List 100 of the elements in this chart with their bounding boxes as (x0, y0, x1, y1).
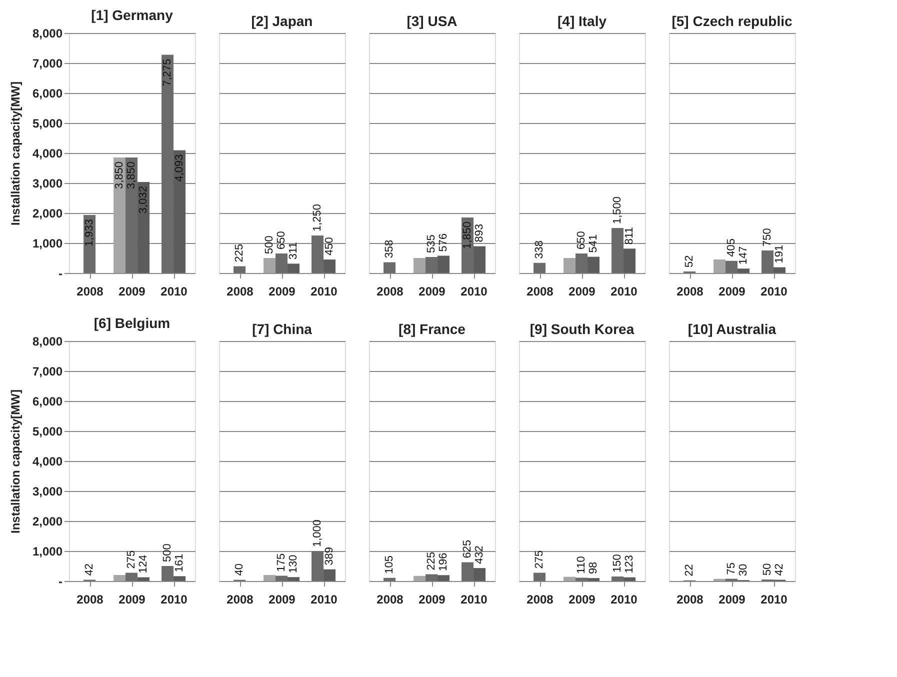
bar (264, 575, 276, 581)
data-label: 432 (474, 546, 486, 564)
chart-title: [7] China (252, 321, 312, 337)
data-label: 4,093 (174, 154, 186, 182)
y-tick-label: 5,000 (32, 116, 63, 130)
y-tick-label: - (58, 574, 62, 588)
data-label: 42 (774, 563, 786, 576)
data-label: 893 (474, 224, 486, 242)
data-label: 1,250 (312, 204, 324, 232)
chart-title: [9] South Korea (530, 321, 634, 337)
bar (588, 256, 600, 273)
chart-title: [1] Germany (91, 7, 174, 23)
x-tick-label: 2010 (310, 284, 338, 298)
bar (324, 260, 336, 273)
data-label: 405 (726, 238, 738, 257)
bar (564, 258, 576, 273)
x-tick-label: 2008 (226, 284, 254, 298)
bar (474, 246, 486, 273)
data-label: 147 (738, 246, 750, 265)
data-label: 123 (624, 554, 636, 574)
chart-title: [8] France (398, 321, 466, 337)
y-tick-label: 3,000 (32, 176, 63, 190)
bar (162, 54, 174, 273)
bar (438, 256, 450, 273)
x-tick-label: 2010 (310, 592, 338, 606)
y-tick-label: 2,000 (32, 206, 63, 220)
x-tick-label: 2008 (376, 592, 404, 606)
data-label: 650 (276, 231, 288, 250)
data-label: 130 (288, 554, 300, 574)
y-tick-label: 1,000 (32, 236, 63, 250)
data-label: 124 (138, 554, 150, 574)
data-label: 358 (384, 240, 396, 258)
chart-title: [4] Italy (557, 13, 607, 29)
data-label: 50 (762, 563, 774, 576)
data-label: 750 (762, 228, 774, 246)
x-tick-label: 2008 (676, 592, 704, 606)
data-label: 650 (576, 231, 588, 250)
bar (162, 566, 174, 581)
x-tick-label: 2010 (760, 592, 788, 606)
x-tick-label: 2009 (718, 592, 746, 606)
data-label: 1,850 (462, 222, 474, 250)
data-label: 98 (588, 562, 600, 574)
data-label: 1,500 (612, 196, 624, 224)
bar (774, 267, 786, 273)
chart-title: [5] Czech republic (672, 13, 792, 29)
y-tick-label: 8,000 (32, 26, 63, 40)
x-tick-label: 2010 (160, 592, 188, 606)
data-label: 7,275 (162, 58, 174, 86)
x-tick-label: 2009 (568, 284, 596, 298)
bar (126, 158, 138, 273)
data-label: 500 (162, 544, 174, 562)
data-label: 175 (276, 553, 288, 572)
x-tick-label: 2010 (460, 284, 488, 298)
data-label: 450 (324, 237, 336, 256)
data-label: 3,032 (138, 186, 150, 214)
data-label: 225 (234, 244, 246, 262)
x-tick-label: 2008 (526, 284, 554, 298)
data-label: 110 (576, 556, 588, 574)
x-tick-label: 2009 (418, 592, 446, 606)
bar (324, 569, 336, 581)
x-tick-label: 2010 (460, 592, 488, 606)
x-tick-label: 2010 (610, 592, 638, 606)
data-label: 576 (438, 233, 450, 252)
x-tick-label: 2009 (268, 592, 296, 606)
data-label: 500 (264, 236, 276, 254)
bar (114, 575, 126, 581)
bar (474, 568, 486, 581)
data-label: 275 (534, 550, 546, 569)
x-tick-label: 2010 (760, 284, 788, 298)
chart-title: [6] Belgium (94, 315, 170, 331)
x-tick-label: 2008 (76, 592, 104, 606)
data-label: 625 (462, 540, 474, 558)
bar (288, 577, 300, 581)
data-label: 3,850 (114, 162, 126, 190)
bar (438, 575, 450, 581)
bar (174, 150, 186, 273)
x-tick-label: 2009 (568, 592, 596, 606)
bar (138, 182, 150, 273)
bar (312, 236, 324, 273)
data-label: 389 (324, 546, 336, 566)
chart-title: [10] Australia (688, 321, 776, 337)
data-label: 338 (534, 240, 546, 259)
data-label: 196 (438, 552, 450, 572)
y-tick-label: 6,000 (32, 86, 63, 100)
chart-title: [3] USA (406, 13, 458, 29)
x-tick-label: 2008 (226, 592, 254, 606)
bar (138, 577, 150, 581)
bar (612, 228, 624, 273)
data-label: 535 (426, 234, 438, 253)
y-axis-title: Installation capacity[MW] (8, 389, 22, 534)
data-label: 22 (684, 564, 696, 576)
bar (276, 254, 288, 273)
bar (462, 562, 474, 581)
y-tick-label: 7,000 (32, 364, 63, 378)
bar (276, 576, 288, 581)
data-label: 275 (126, 550, 138, 569)
bar (426, 256, 438, 273)
data-label: 42 (84, 563, 96, 576)
data-label: 225 (426, 552, 438, 570)
bar (312, 551, 324, 581)
